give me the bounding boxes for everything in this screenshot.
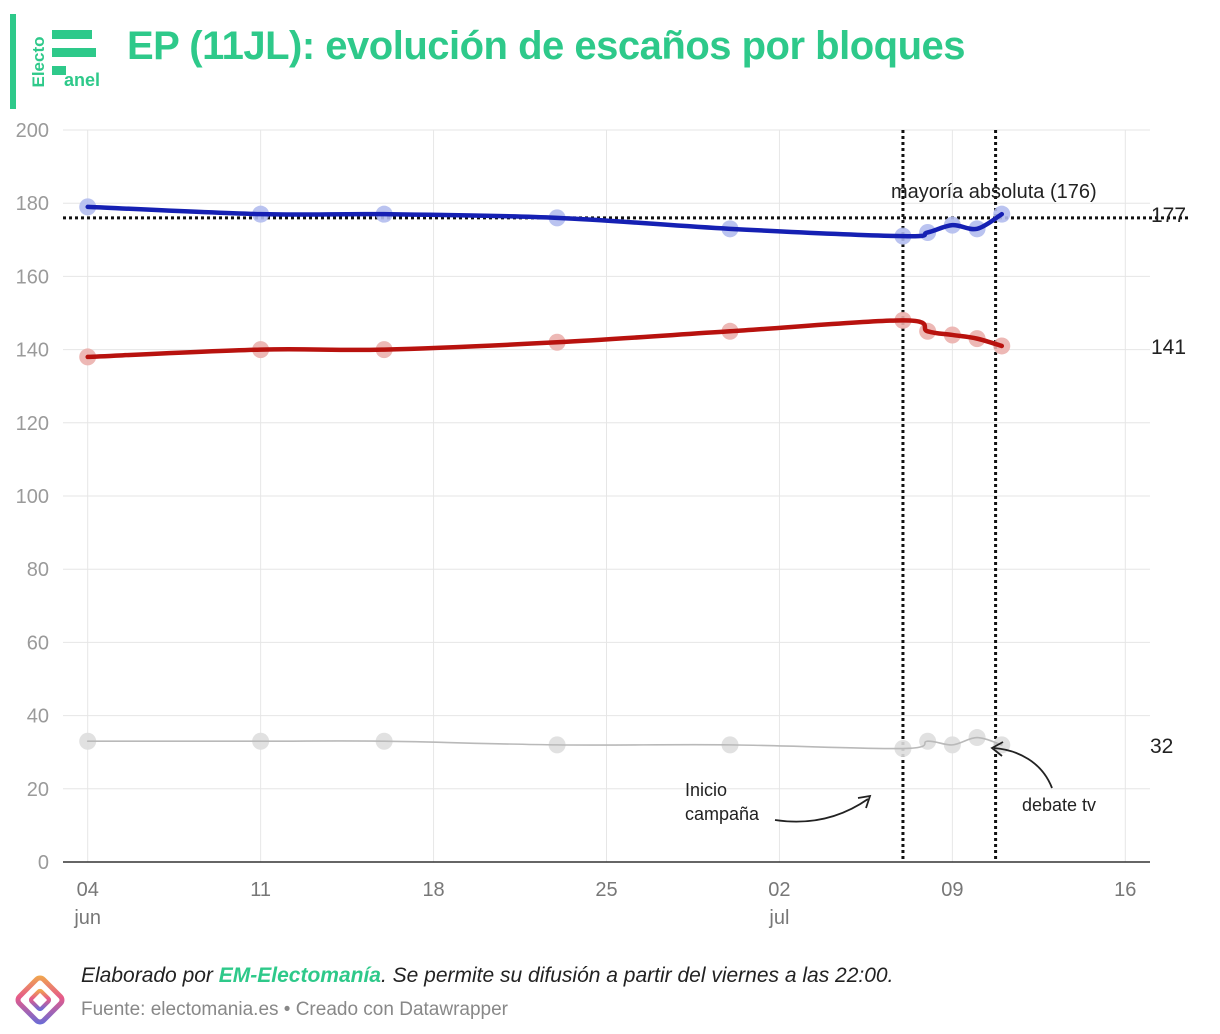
others-bloc-line <box>86 736 1003 750</box>
logo-bars-icon <box>52 30 96 76</box>
credit-brand: EM-Electomanía <box>218 964 381 987</box>
upper-bloc-end-label: 177 <box>1151 204 1186 227</box>
upper-bloc-line <box>85 204 1005 239</box>
y-tick-label: 140 <box>16 340 49 362</box>
x-tick-label: 25 <box>595 879 617 901</box>
lower-bloc-line <box>85 318 1005 360</box>
y-tick-label: 20 <box>27 779 49 801</box>
debate-arrow <box>993 747 1053 789</box>
campaign-arrowhead <box>857 794 872 809</box>
y-tick-label: 0 <box>38 852 49 874</box>
others-bloc-end-label: 32 <box>1150 735 1173 758</box>
x-tick-label: 04 <box>77 879 99 901</box>
accent-bar <box>10 14 16 109</box>
debate-arrowhead <box>990 741 1004 757</box>
y-tick-label: 40 <box>27 706 49 728</box>
x-tick-sublabel: jul <box>768 907 789 929</box>
x-tick-sublabel: jun <box>73 907 101 929</box>
y-tick-label: 80 <box>27 559 49 581</box>
debate-label: debate tv <box>1022 795 1096 815</box>
page-title: EP (11JL): evolución de escaños por bloq… <box>127 24 966 68</box>
x-tick-label: 02 <box>768 879 790 901</box>
y-tick-label: 100 <box>16 486 49 508</box>
campaign-arrow <box>774 798 869 823</box>
majority-label: mayoría absoluta (176) <box>891 181 1097 203</box>
y-tick-label: 120 <box>16 413 49 435</box>
campaign-label-line1: Inicio <box>685 780 727 800</box>
y-tick-label: 60 <box>27 632 49 654</box>
credit-suffix: . Se permite su difusión a partir del vi… <box>380 964 894 987</box>
x-tick-label: 18 <box>422 879 444 901</box>
electomania-logo-icon <box>15 975 65 1025</box>
lower-bloc-end-label: 141 <box>1151 336 1186 359</box>
footer-source: Fuente: electomania.es • Creado con Data… <box>81 999 508 1020</box>
x-tick-label: 11 <box>250 879 271 901</box>
y-tick-label: 180 <box>16 193 49 215</box>
campaign-label-line2: campaña <box>685 804 760 824</box>
y-tick-label: 160 <box>16 266 49 288</box>
electopanel-logo: Electo anel <box>28 22 106 92</box>
x-tick-label: 09 <box>941 879 963 901</box>
y-tick-label: 200 <box>16 120 49 142</box>
footer-credit: Elaborado por EM-Electomanía. Se permite… <box>81 964 893 988</box>
credit-prefix: Elaborado por <box>81 964 219 987</box>
x-tick-label: 16 <box>1114 879 1136 901</box>
logo-word: anel <box>64 70 101 90</box>
